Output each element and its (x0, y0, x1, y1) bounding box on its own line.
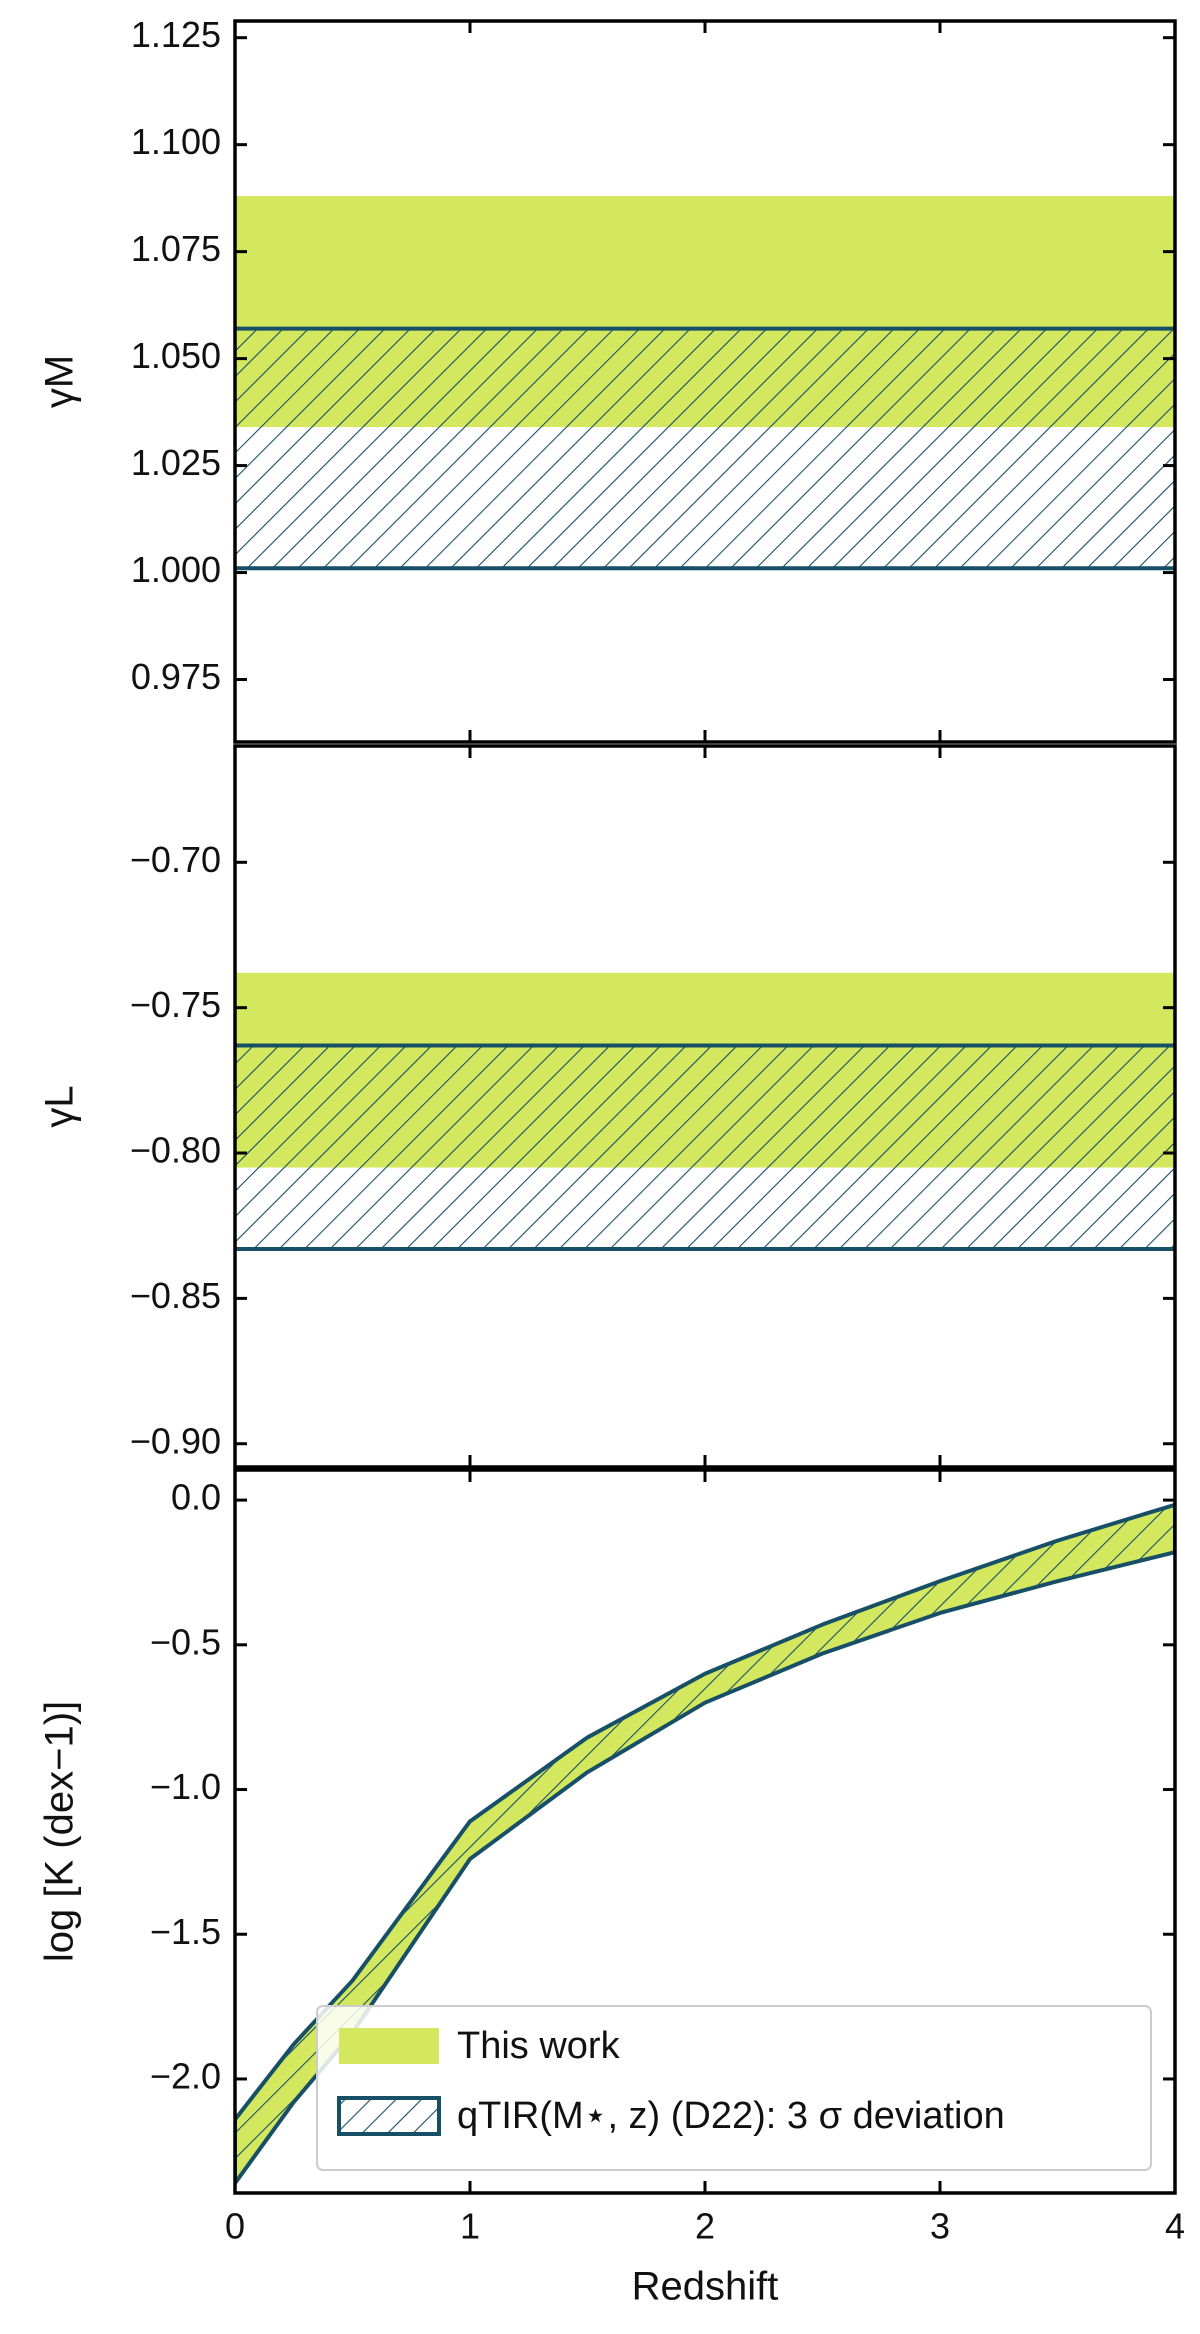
y-tick-label: −0.75 (130, 984, 221, 1025)
y-tick-label: 0.0 (171, 1477, 221, 1518)
hatched-band (235, 1045, 1175, 1249)
y-tick-label: −0.90 (130, 1420, 221, 1461)
hatched-area (235, 1502, 1175, 2186)
plot-area (235, 972, 1175, 1251)
hatched-band (235, 328, 1175, 569)
y-tick-label: 1.075 (131, 228, 221, 269)
x-tick-label: 0 (225, 2206, 245, 2247)
y-tick-label: −0.80 (130, 1130, 221, 1171)
x-tick-label: 2 (695, 2206, 715, 2247)
y-tick-label: −0.5 (150, 1621, 221, 1662)
y-tick-label: 1.025 (131, 442, 221, 483)
y-axis-label: log [K (dex−1)] (38, 1701, 82, 1962)
y-tick-label: −1.5 (150, 1911, 221, 1952)
y-axis-label: γL (38, 1085, 82, 1127)
y-axis-label: γM (38, 355, 82, 408)
y-tick-label: 1.125 (131, 14, 221, 55)
x-tick-label: 1 (460, 2206, 480, 2247)
y-tick-label: 1.050 (131, 335, 221, 376)
y-tick-label: −0.85 (130, 1275, 221, 1316)
legend-label: qTIR(M⋆, z) (D22): 3 σ deviation (457, 2095, 1005, 2137)
y-tick-label: −1.0 (150, 1766, 221, 1807)
y-tick-label: 1.000 (131, 549, 221, 590)
y-tick-label: −0.70 (130, 839, 221, 880)
y-tick-label: 1.100 (131, 121, 221, 162)
y-tick-label: 0.975 (131, 656, 221, 697)
plot-area (235, 196, 1175, 571)
y-tick-label: −2.0 (150, 2055, 221, 2096)
legend-swatch (337, 2096, 441, 2136)
x-tick-label: 3 (930, 2206, 950, 2247)
plot-area (235, 1502, 1175, 2186)
legend-label: This work (457, 2025, 621, 2067)
legend-box (316, 2005, 1152, 2171)
x-axis-label: Redshift (632, 2265, 779, 2309)
legend-swatch (339, 2028, 439, 2064)
x-tick-label: 4 (1165, 2206, 1185, 2247)
